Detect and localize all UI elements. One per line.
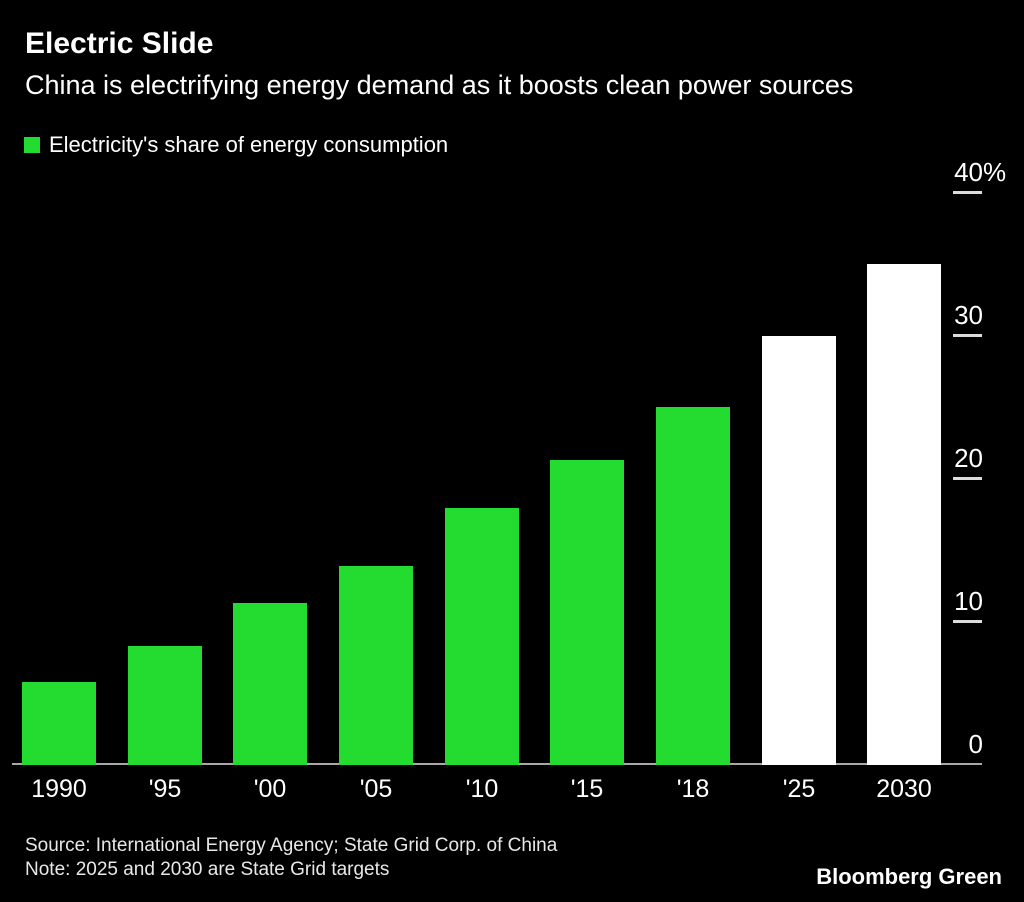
x-axis-label-1990: 1990 <box>31 775 87 803</box>
page-title: Electric Slide <box>25 27 214 60</box>
bar-2030 <box>867 264 941 765</box>
bar-15 <box>550 460 624 765</box>
chart-subtitle: China is electrifying energy demand as i… <box>25 70 854 100</box>
x-axis-label-05: '05 <box>359 775 393 803</box>
x-axis-label-15: '15 <box>570 775 604 803</box>
bar-05 <box>339 566 413 765</box>
x-axis-label-95: '95 <box>148 775 182 803</box>
legend-label: Electricity's share of energy consumptio… <box>49 132 449 157</box>
y-axis-label-0: 0 <box>968 729 983 759</box>
bar-10 <box>445 508 519 765</box>
y-tick-dash-30 <box>953 334 982 337</box>
bloomberg-green-logo: Bloomberg Green <box>816 864 1002 889</box>
y-axis-label-40: 40% <box>954 157 1007 187</box>
bar-1990 <box>22 682 96 765</box>
bar-95 <box>128 646 202 765</box>
x-axis-label-2030: 2030 <box>876 775 932 803</box>
y-axis-label-10: 10 <box>954 586 983 616</box>
legend-swatch-icon <box>24 137 40 153</box>
note-line: Note: 2025 and 2030 are State Grid targe… <box>25 859 390 880</box>
y-axis-label-20: 20 <box>954 443 983 473</box>
y-axis-label-30: 30 <box>954 300 983 330</box>
y-tick-dash-40 <box>953 191 982 194</box>
source-note: Source: International Energy Agency; Sta… <box>25 834 557 882</box>
bar-00 <box>233 603 307 765</box>
x-axis-label-00: '00 <box>253 775 287 803</box>
bar-18 <box>656 407 730 765</box>
y-tick-dash-20 <box>953 477 982 480</box>
x-axis-label-10: '10 <box>465 775 499 803</box>
source-line: Source: International Energy Agency; Sta… <box>25 835 558 856</box>
bar-25 <box>762 336 836 765</box>
y-tick-dash-10 <box>953 620 982 623</box>
x-axis-label-25: '25 <box>782 775 816 803</box>
x-axis-label-18: '18 <box>676 775 710 803</box>
